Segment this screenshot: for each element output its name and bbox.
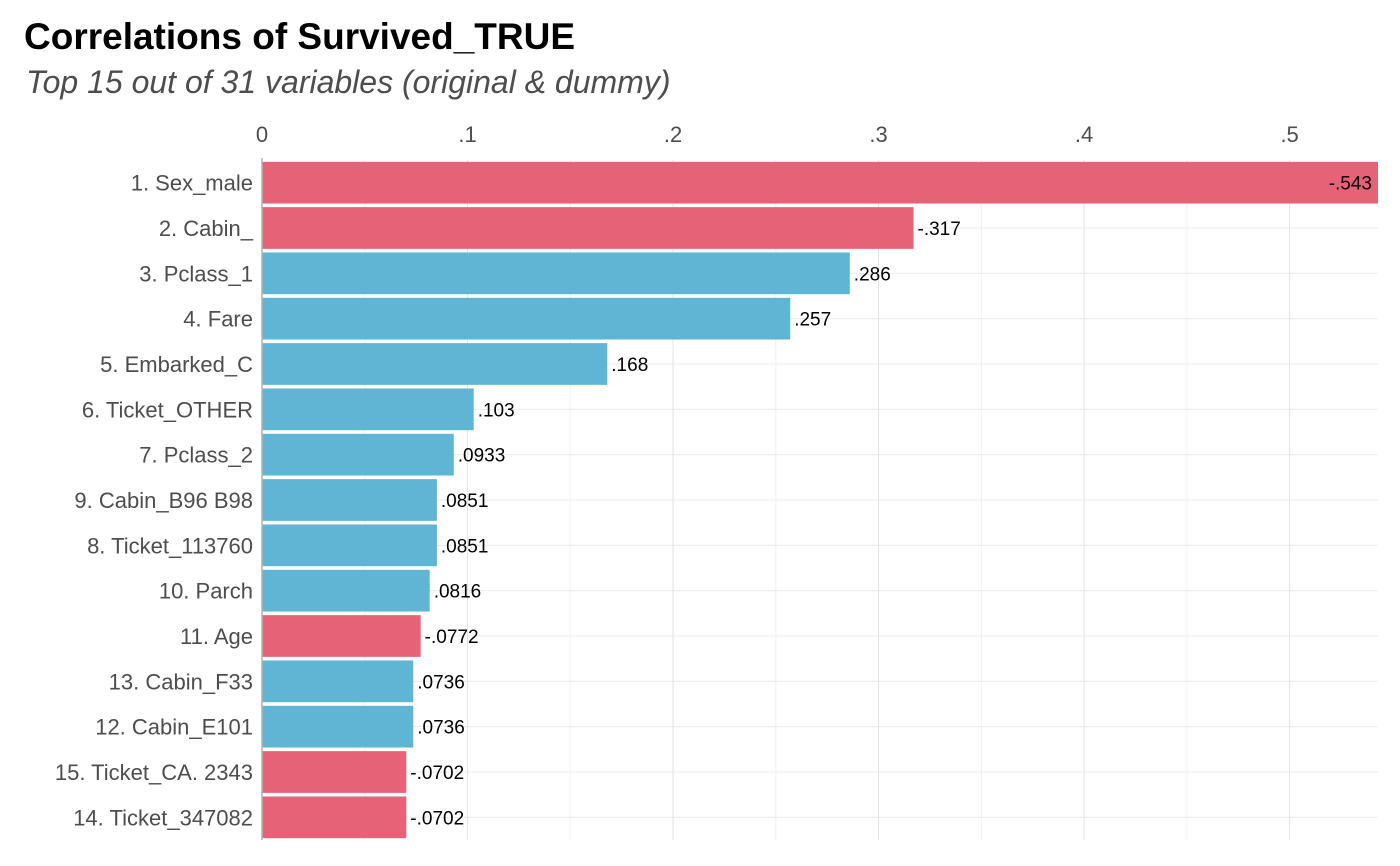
category-label: 2. Cabin_ <box>159 216 254 241</box>
bar-positive <box>262 524 437 567</box>
category-label: 6. Ticket_OTHER <box>82 397 253 422</box>
value-label: .257 <box>794 310 831 331</box>
value-label: .286 <box>854 264 891 285</box>
category-label: 9. Cabin_B96 B98 <box>74 488 253 513</box>
category-label: 15. Ticket_CA. 2343 <box>55 760 253 785</box>
category-label: 3. Pclass_1 <box>139 261 253 286</box>
x-tick-label: .4 <box>1075 122 1093 147</box>
category-label: 5. Embarked_C <box>100 352 253 377</box>
bar-positive <box>262 660 414 703</box>
value-label: .0933 <box>458 446 506 467</box>
chart-title: Correlations of Survived_TRUE <box>24 16 576 57</box>
value-label: -.543 <box>1329 174 1372 195</box>
bar-negative <box>262 796 407 839</box>
bar-negative <box>262 615 421 657</box>
x-tick-label: .1 <box>458 122 476 147</box>
value-label: -.0772 <box>425 627 479 648</box>
category-label: 10. Parch <box>159 579 253 604</box>
category-label: 1. Sex_male <box>131 171 253 196</box>
bar-positive <box>262 343 608 385</box>
x-tick-label: 0 <box>256 122 268 147</box>
value-label: -.317 <box>918 219 961 240</box>
value-label: .0851 <box>441 491 489 512</box>
value-label: .0851 <box>441 536 489 557</box>
value-label: -.0702 <box>410 808 464 829</box>
category-label: 11. Age <box>180 624 253 649</box>
value-label: .168 <box>611 355 648 376</box>
label-layer: 0 .1 .2 .3 .4 .5 1. Sex_male -.543 2. Cabin_ -.31… <box>55 122 1372 840</box>
category-label: 13. Cabin_F33 <box>109 669 253 694</box>
value-label: .0816 <box>434 582 482 603</box>
x-tick-label: .5 <box>1280 122 1298 147</box>
bar-negative <box>262 751 407 793</box>
bar-positive <box>262 252 850 295</box>
bar-layer <box>262 161 1378 839</box>
bar-positive <box>262 388 474 431</box>
category-label: 7. Pclass_2 <box>139 443 253 468</box>
category-label: 4. Fare <box>183 307 253 332</box>
bar-negative <box>262 161 1378 204</box>
value-label: -.0702 <box>410 763 464 784</box>
bar-positive <box>262 705 414 748</box>
bar-positive <box>262 479 437 521</box>
bar-positive <box>262 297 791 340</box>
chart-subtitle: Top 15 out of 31 variables (original & d… <box>26 64 671 100</box>
value-label: .0736 <box>417 672 465 693</box>
value-label: .0736 <box>417 718 465 739</box>
x-tick-label: .3 <box>869 122 887 147</box>
category-label: 12. Cabin_E101 <box>95 715 253 740</box>
x-tick-label: .2 <box>664 122 682 147</box>
category-label: 8. Ticket_113760 <box>87 533 253 558</box>
bar-positive <box>262 433 454 476</box>
bar-negative <box>262 207 914 249</box>
category-label: 14. Ticket_347082 <box>73 805 253 830</box>
value-label: .103 <box>478 400 515 421</box>
bar-positive <box>262 569 430 612</box>
